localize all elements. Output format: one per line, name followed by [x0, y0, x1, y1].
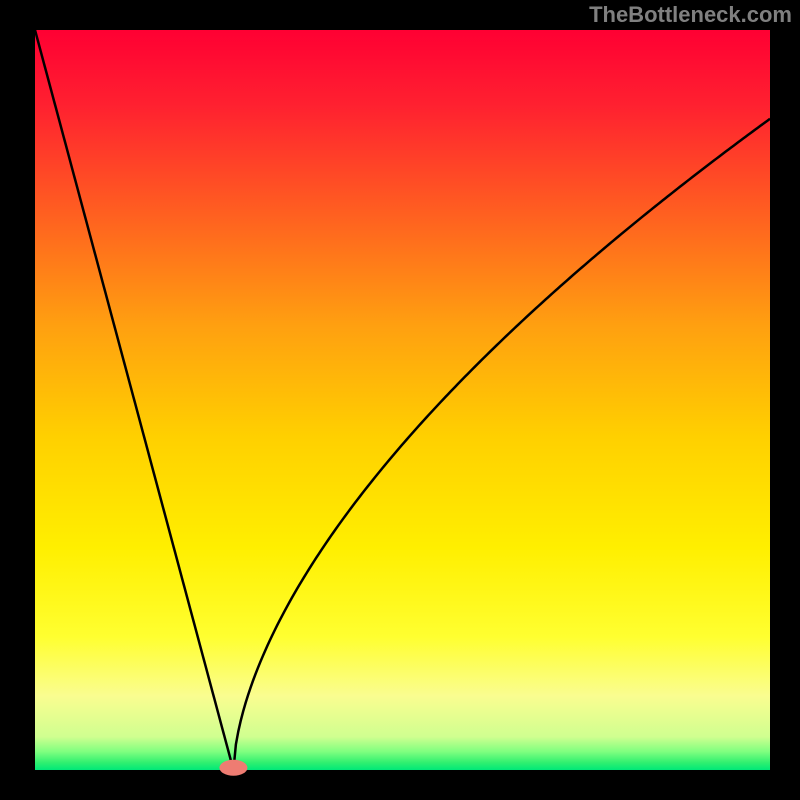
plot-background [35, 30, 770, 770]
vertex-marker [219, 760, 247, 776]
watermark-text: TheBottleneck.com [589, 2, 792, 28]
bottleneck-chart [0, 0, 800, 800]
chart-container: TheBottleneck.com [0, 0, 800, 800]
